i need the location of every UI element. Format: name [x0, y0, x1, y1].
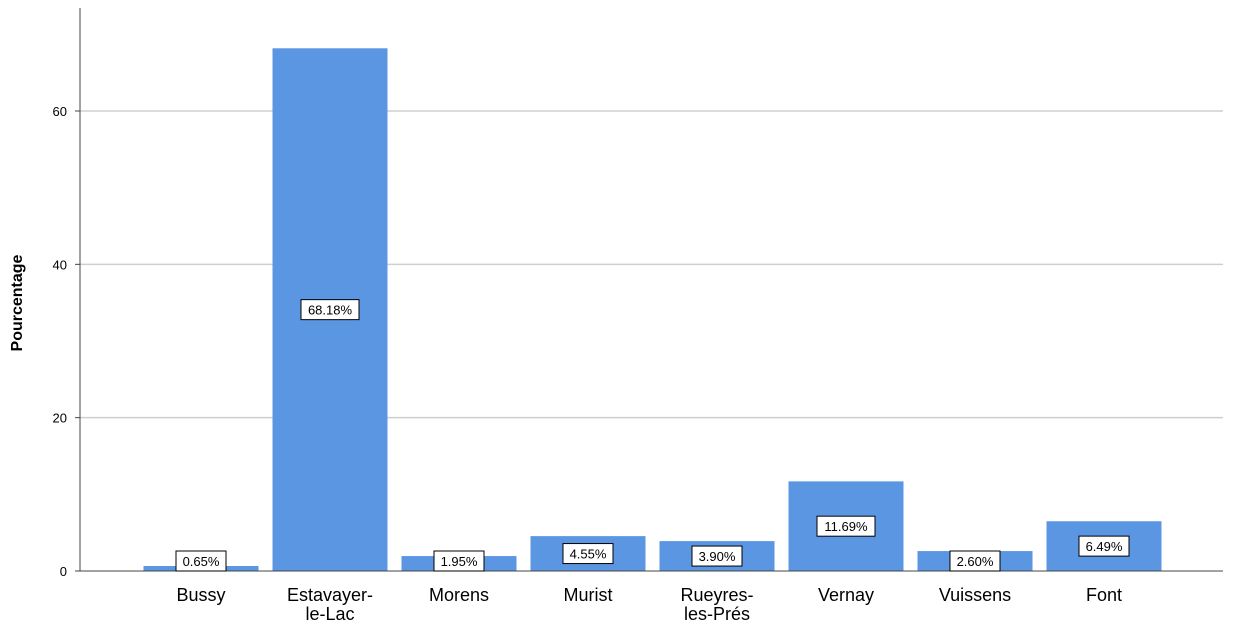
x-tick-label: Vernay	[818, 585, 874, 605]
x-tick-label: Rueyres-	[680, 585, 753, 605]
data-label-box	[300, 299, 360, 321]
data-label: 68.18%	[300, 299, 360, 321]
data-label-text: 0.65%	[183, 554, 220, 569]
data-label-text: 11.69%	[824, 519, 868, 534]
data-label-text: 2.60%	[957, 554, 994, 569]
y-axis-title: Pourcentage	[9, 254, 26, 351]
data-label: 0.65%	[175, 550, 227, 572]
data-label-text: 4.55%	[570, 547, 607, 562]
data-label-box	[691, 545, 743, 567]
data-label-box	[949, 550, 1001, 572]
data-label-box	[1078, 535, 1130, 557]
data-label: 4.55%	[562, 543, 614, 565]
data-label: 6.49%	[1078, 535, 1130, 557]
data-label-box	[562, 543, 614, 565]
x-tick-label: le-Lac	[305, 604, 354, 624]
y-tick-label: 20	[53, 411, 67, 426]
data-label-box	[433, 550, 485, 572]
y-tick-label: 0	[60, 564, 67, 579]
data-labels: 0.65% 68.18% 1.95% 4.55% 3.90% 11.69% 2.60% 6.4…	[175, 299, 1130, 572]
data-label: 11.69%	[816, 515, 876, 537]
data-label-box	[816, 515, 876, 537]
data-label-text: 6.49%	[1086, 539, 1123, 554]
gridlines	[80, 110, 1223, 419]
x-tick-label: Vuissens	[939, 585, 1011, 605]
data-label-box	[175, 550, 227, 572]
data-label-text: 3.90%	[699, 549, 736, 564]
data-label: 1.95%	[433, 550, 485, 572]
x-tick-label: Font	[1086, 585, 1122, 605]
x-tick-label: Bussy	[176, 585, 225, 605]
data-label-text: 1.95%	[441, 554, 478, 569]
x-tick-label: Estavayer-	[287, 585, 373, 605]
y-tick-label: 40	[53, 257, 67, 272]
x-tick-label: Morens	[429, 585, 489, 605]
axes: 0 20 40 60 Bussy Estavayer-le-Lac Morens Murist…	[53, 8, 1223, 624]
data-label: 2.60%	[949, 550, 1001, 572]
y-tick-label: 60	[53, 104, 67, 119]
data-label-text: 68.18%	[308, 303, 353, 318]
x-tick-label: les-Prés	[684, 604, 750, 624]
data-label: 3.90%	[691, 545, 743, 567]
bars	[143, 48, 1162, 571]
x-tick-label: Murist	[564, 585, 613, 605]
